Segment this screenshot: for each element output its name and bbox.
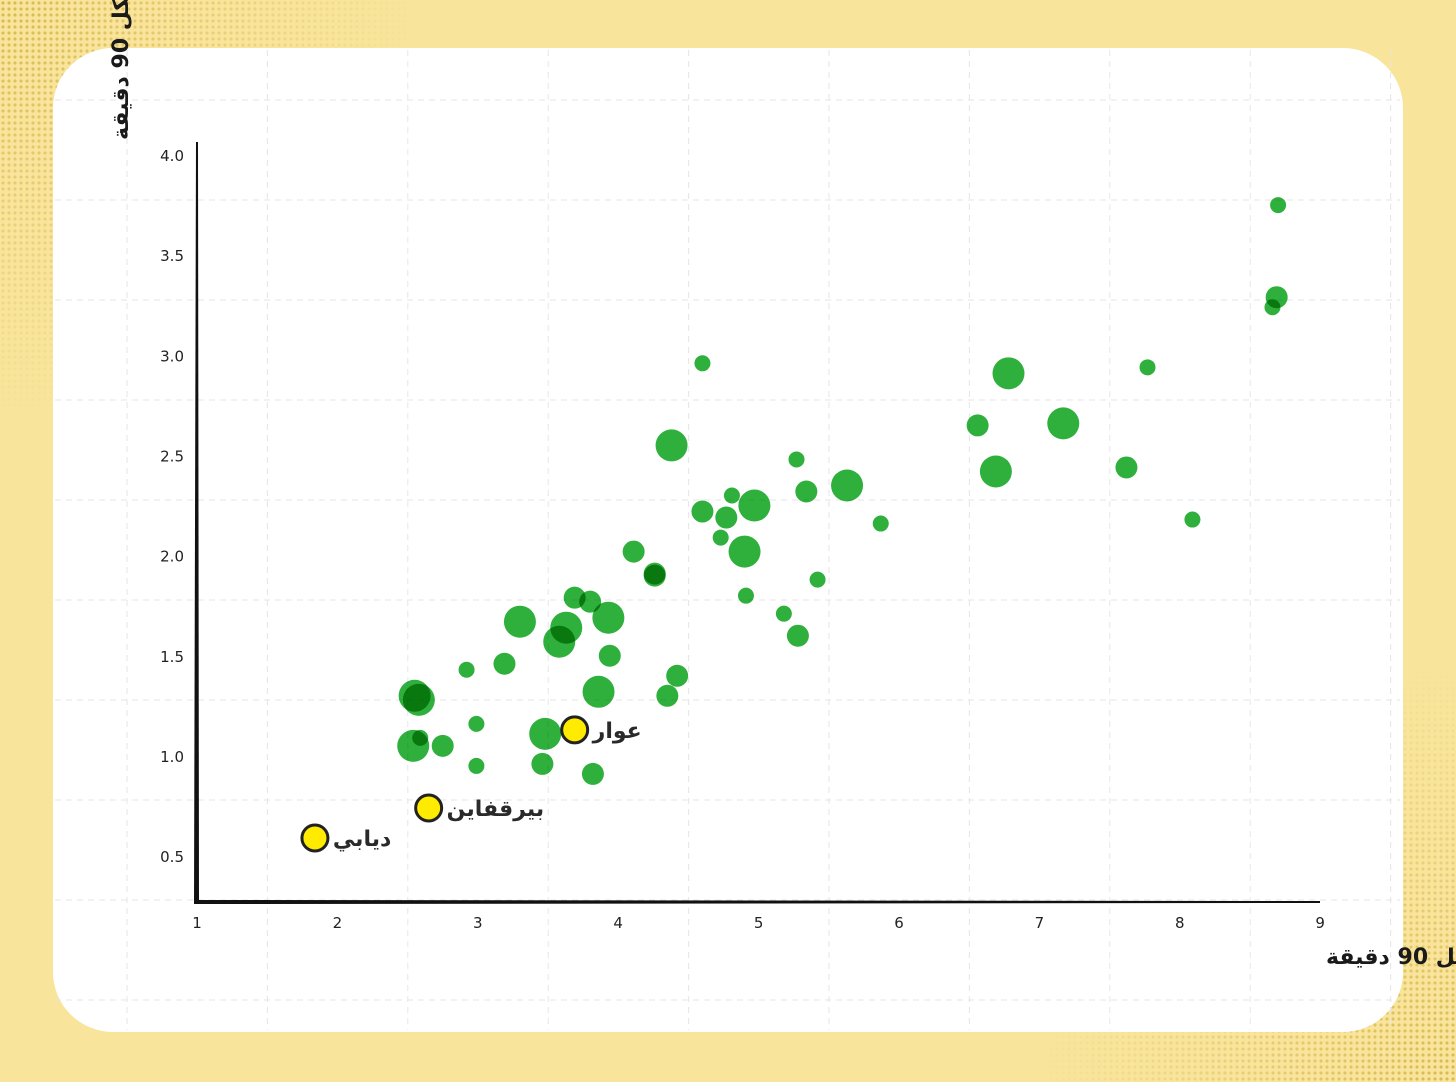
data-point [979, 455, 1012, 488]
data-point [694, 355, 711, 372]
y-tick-label: 0.5 [160, 848, 184, 866]
data-point [795, 480, 818, 503]
data-point [809, 571, 826, 588]
data-point [458, 661, 475, 678]
data-point [728, 535, 761, 568]
player-label: ديابي [333, 827, 391, 852]
x-tick-label: 8 [1175, 914, 1185, 932]
data-point [622, 540, 645, 563]
x-tick-label: 4 [613, 914, 623, 932]
y-tick-labels: 0.5 1.0 1.5 2.0 2.5 3.0 3.5 4.0 [160, 147, 184, 866]
data-point [712, 529, 729, 546]
highlighted-player: عوار [560, 715, 642, 745]
data-point [992, 357, 1025, 390]
data-point [788, 451, 805, 468]
highlighted-point [414, 793, 444, 823]
points [397, 197, 1288, 785]
player-label: عوار [592, 719, 642, 744]
x-tick-label: 6 [894, 914, 904, 932]
x-tick-label: 2 [333, 914, 343, 932]
y-tick-label: 1.5 [160, 648, 184, 666]
data-point [582, 675, 615, 708]
y-tick-label: 3.0 [160, 347, 184, 365]
data-point [581, 762, 604, 785]
data-point [1139, 359, 1156, 376]
data-point [503, 605, 536, 638]
data-point [643, 562, 666, 585]
data-point [656, 684, 679, 707]
data-point [529, 717, 562, 750]
y-tick-label: 2.5 [160, 447, 184, 465]
data-point [666, 664, 689, 687]
data-point [1270, 197, 1287, 214]
data-point [1115, 456, 1138, 479]
data-point [723, 487, 740, 504]
data-point [402, 683, 435, 716]
data-point [737, 587, 754, 604]
highlighted-point [300, 823, 330, 853]
highlighted-point [560, 715, 590, 745]
y-axis-line [194, 142, 199, 903]
highlighted-player: ديابي [300, 823, 391, 853]
y-axis-title: معدل قطع الكرات لكل 90 دقيقة [109, 0, 134, 140]
data-point [543, 625, 576, 658]
highlighted-player: بيرقفاين [414, 793, 545, 823]
x-axis-line [194, 900, 1320, 904]
data-point [786, 624, 809, 647]
x-tick-label: 3 [473, 914, 483, 932]
data-point [966, 414, 989, 437]
x-tick-label: 1 [192, 914, 202, 932]
data-point [655, 429, 688, 462]
grid [55, 50, 1400, 1030]
y-tick-label: 4.0 [160, 147, 184, 165]
player-label: بيرقفاين [447, 797, 545, 822]
data-point [738, 489, 771, 522]
data-point [1264, 299, 1281, 316]
data-point [531, 752, 554, 775]
x-tick-label: 7 [1035, 914, 1045, 932]
data-point [775, 605, 792, 622]
data-point [1047, 407, 1080, 440]
x-tick-label: 5 [754, 914, 764, 932]
y-tick-label: 3.5 [160, 247, 184, 265]
data-point [397, 729, 430, 762]
data-point [592, 601, 625, 634]
x-tick-label: 9 [1315, 914, 1325, 932]
data-point [831, 469, 864, 502]
x-axis-title: معدل استعادة الكرة لكل 90 دقيقة [1326, 945, 1456, 970]
highlighted-points: عوار بيرقفاين ديابي [300, 715, 642, 853]
data-point [468, 757, 485, 774]
y-tick-label: 2.0 [160, 548, 184, 566]
x-tick-labels: 1 2 3 4 5 6 7 8 9 [192, 914, 1325, 932]
data-point [691, 500, 714, 523]
y-tick-label: 1.0 [160, 748, 184, 766]
data-point [1184, 511, 1201, 528]
data-point [872, 515, 889, 532]
data-point [579, 590, 602, 613]
data-point [598, 644, 621, 667]
data-point [715, 506, 738, 529]
data-point [493, 652, 516, 675]
data-point [468, 715, 485, 732]
data-point [431, 734, 454, 757]
